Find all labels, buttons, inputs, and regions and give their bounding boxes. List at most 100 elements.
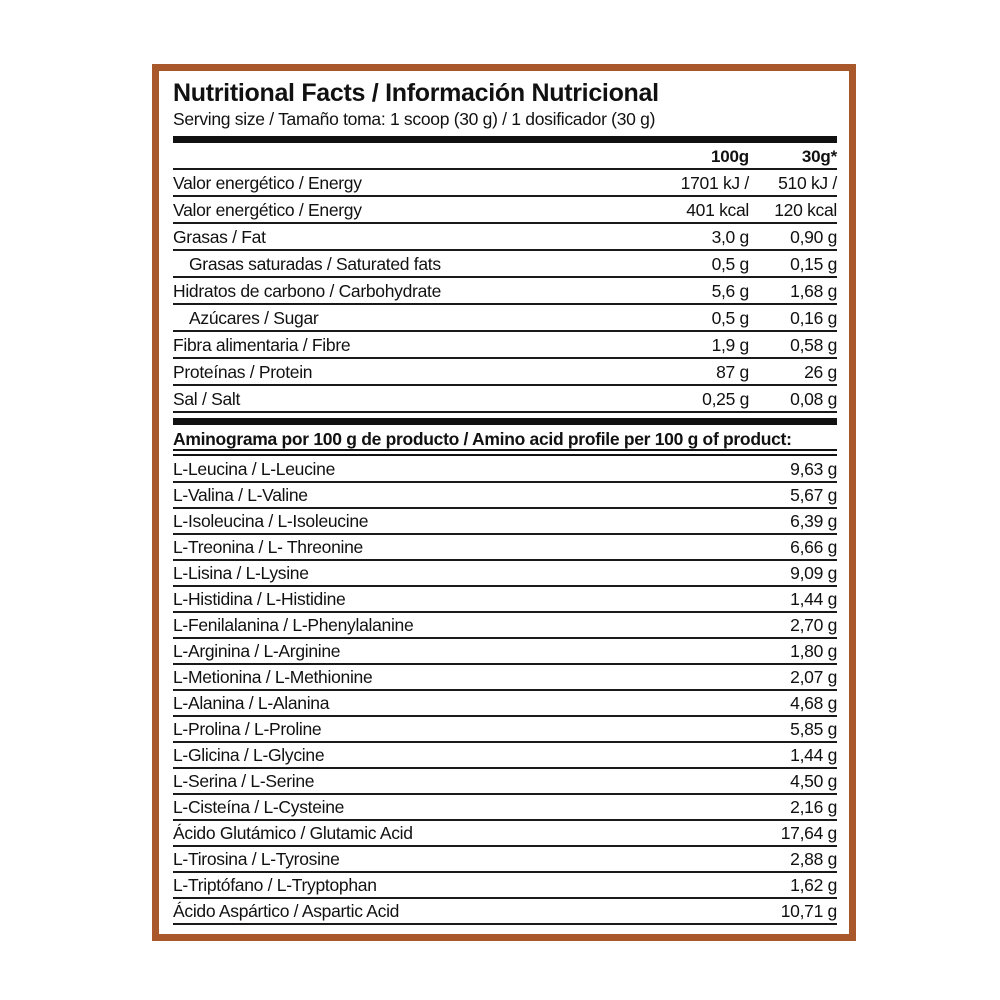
amino-acid-label: L-Glicina / L-Glycine [173, 744, 325, 765]
amino-acid-row: L-Tirosina / L-Tyrosine 2,88 g [173, 847, 837, 873]
amino-acid-label: L-Isoleucina / L-Isoleucine [173, 510, 369, 531]
amino-acid-row: L-Glicina / L-Glycine 1,44 g [173, 743, 837, 769]
divider-bar-top [173, 135, 837, 143]
amino-section-header: Aminograma por 100 g de producto / Amino… [173, 425, 837, 456]
nutrition-row: Grasas / Fat 3,0 g 0,90 g [173, 224, 837, 251]
nutrition-row: Sal / Salt 0,25 g 0,08 g [173, 386, 837, 413]
value-per-100g: 5,6 g [711, 280, 750, 301]
amino-acid-value: 17,64 g [780, 822, 838, 843]
amino-acid-value: 9,09 g [790, 562, 837, 583]
column-header-100g: 100g [711, 146, 749, 166]
amino-acid-table: L-Leucina / L-Leucine 9,63 g L-Valina / … [173, 457, 837, 925]
amino-acid-label: L-Leucina / L-Leucine [173, 458, 336, 479]
value-per-30g: 26 g [804, 361, 837, 382]
value-per-30g: 0,90 g [790, 226, 837, 247]
value-per-100g: 87 g [716, 361, 749, 382]
value-per-30g: 0,08 g [790, 388, 837, 409]
nutrient-label: Proteínas / Protein [173, 361, 313, 382]
amino-acid-label: L-Arginina / L-Arginine [173, 640, 341, 661]
amino-acid-label: L-Fenilalanina / L-Phenylalanine [173, 614, 414, 635]
value-per-30g: 0,58 g [790, 334, 837, 355]
amino-acid-row: L-Histidina / L-Histidine 1,44 g [173, 587, 837, 613]
amino-acid-value: 4,50 g [790, 770, 837, 791]
amino-acid-row: L-Isoleucina / L-Isoleucine 6,39 g [173, 509, 837, 535]
amino-acid-value: 5,85 g [790, 718, 837, 739]
amino-acid-value: 1,44 g [790, 744, 837, 765]
amino-acid-value: 1,62 g [790, 874, 837, 895]
amino-acid-row: L-Metionina / L-Methionine 2,07 g [173, 665, 837, 691]
amino-acid-value: 2,07 g [790, 666, 837, 687]
value-per-30g: 510 kJ / [778, 172, 837, 193]
amino-acid-label: L-Alanina / L-Alanina [173, 692, 330, 713]
nutrient-label: Sal / Salt [173, 388, 241, 409]
amino-acid-row: L-Arginina / L-Arginine 1,80 g [173, 639, 837, 665]
column-header-spacer [173, 147, 657, 167]
amino-acid-row: L-Triptófano / L-Tryptophan 1,62 g [173, 873, 837, 899]
amino-acid-value: 6,39 g [790, 510, 837, 531]
column-header-row: 100g 30g* [173, 143, 837, 170]
amino-acid-value: 6,66 g [790, 536, 837, 557]
amino-acid-value: 2,70 g [790, 614, 837, 635]
nutrient-label: Grasas / Fat [173, 226, 266, 247]
nutrition-row: Proteínas / Protein 87 g 26 g [173, 359, 837, 386]
nutrition-table: Valor energético / Energy 1701 kJ / 510 … [173, 170, 837, 413]
amino-acid-row: L-Lisina / L-Lysine 9,09 g [173, 561, 837, 587]
amino-acid-row: L-Prolina / L-Proline 5,85 g [173, 717, 837, 743]
value-per-100g: 0,25 g [702, 388, 749, 409]
nutrition-row: Azúcares / Sugar 0,5 g 0,16 g [173, 305, 837, 332]
amino-acid-label: L-Triptófano / L-Tryptophan [173, 874, 377, 895]
amino-acid-label: L-Lisina / L-Lysine [173, 562, 309, 583]
amino-acid-value: 5,67 g [790, 484, 837, 505]
value-per-100g: 0,5 g [711, 307, 750, 328]
nutrient-label: Grasas saturadas / Saturated fats [189, 253, 441, 274]
value-per-100g: 1701 kJ / [680, 172, 750, 193]
value-per-100g: 1,9 g [711, 334, 750, 355]
amino-acid-value: 9,63 g [790, 458, 837, 479]
nutrition-row: Hidratos de carbono / Carbohydrate 5,6 g… [173, 278, 837, 305]
amino-acid-value: 2,16 g [790, 796, 837, 817]
value-per-100g: 401 kcal [686, 199, 749, 220]
column-header-30g: 30g* [801, 146, 837, 166]
amino-acid-row: Ácido Aspártico / Aspartic Acid 10,71 g [173, 899, 837, 925]
amino-acid-row: L-Cisteína / L-Cysteine 2,16 g [173, 795, 837, 821]
amino-acid-label: L-Treonina / L- Threonine [173, 536, 363, 557]
nutrient-label: Fibra alimentaria / Fibre [173, 334, 351, 355]
amino-acid-label: Ácido Glutámico / Glutamic Acid [173, 822, 413, 843]
nutrition-row: Valor energético / Energy 1701 kJ / 510 … [173, 170, 837, 197]
nutrition-row: Valor energético / Energy 401 kcal 120 k… [173, 197, 837, 224]
amino-acid-label: L-Valina / L-Valine [173, 484, 308, 505]
amino-acid-label: L-Tirosina / L-Tyrosine [173, 848, 340, 869]
value-per-100g: 0,5 g [711, 253, 750, 274]
amino-acid-row: L-Fenilalanina / L-Phenylalanine 2,70 g [173, 613, 837, 639]
amino-acid-label: L-Serina / L-Serine [173, 770, 315, 791]
amino-acid-row: L-Valina / L-Valine 5,67 g [173, 483, 837, 509]
amino-acid-value: 10,71 g [780, 900, 838, 921]
amino-acid-row: L-Serina / L-Serine 4,50 g [173, 769, 837, 795]
amino-acid-label: L-Metionina / L-Methionine [173, 666, 373, 687]
amino-acid-value: 2,88 g [790, 848, 837, 869]
value-per-30g: 0,15 g [790, 253, 837, 274]
amino-acid-label: L-Histidina / L-Histidine [173, 588, 346, 609]
amino-acid-value: 4,68 g [790, 692, 837, 713]
serving-size-line: Serving size / Tamaño toma: 1 scoop (30 … [173, 109, 656, 129]
nutrition-row: Fibra alimentaria / Fibre 1,9 g 0,58 g [173, 332, 837, 359]
amino-acid-value: 1,44 g [790, 588, 837, 609]
value-per-100g: 3,0 g [711, 226, 750, 247]
nutrient-label: Hidratos de carbono / Carbohydrate [173, 280, 442, 301]
amino-acid-row: L-Leucina / L-Leucine 9,63 g [173, 457, 837, 483]
nutrition-row: Grasas saturadas / Saturated fats 0,5 g … [173, 251, 837, 278]
nutrient-label: Valor energético / Energy [173, 199, 362, 220]
value-per-30g: 0,16 g [790, 307, 837, 328]
nutrition-facts-label: Nutritional Facts / Información Nutricio… [152, 64, 856, 941]
amino-acid-row: L-Alanina / L-Alanina 4,68 g [173, 691, 837, 717]
value-per-30g: 120 kcal [774, 199, 837, 220]
nutrient-label: Valor energético / Energy [173, 172, 362, 193]
amino-acid-row: Ácido Glutámico / Glutamic Acid 17,64 g [173, 821, 837, 847]
amino-acid-label: Ácido Aspártico / Aspartic Acid [173, 900, 400, 921]
amino-acid-value: 1,80 g [790, 640, 837, 661]
amino-acid-row: L-Treonina / L- Threonine 6,66 g [173, 535, 837, 561]
amino-acid-label: L-Prolina / L-Proline [173, 718, 322, 739]
nutrient-label: Azúcares / Sugar [189, 307, 319, 328]
label-title: Nutritional Facts / Información Nutricio… [173, 79, 659, 107]
value-per-30g: 1,68 g [790, 280, 837, 301]
